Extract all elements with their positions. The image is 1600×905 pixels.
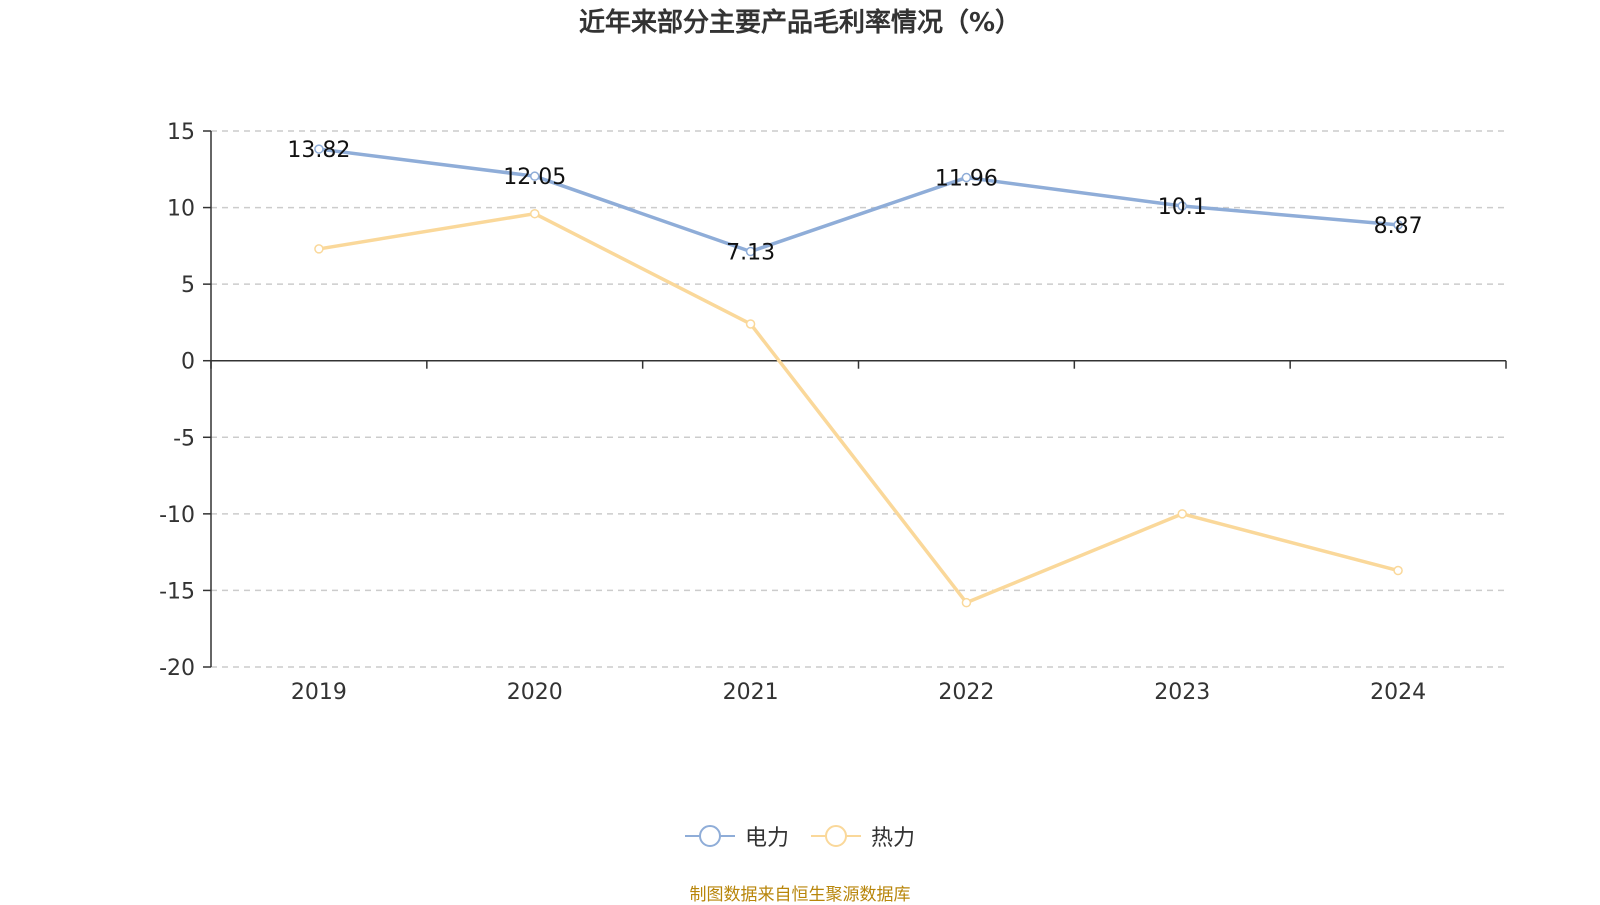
data-label-0-5: 8.87 [1374, 214, 1423, 239]
y-tick-label: 10 [167, 197, 195, 222]
source-note: 制图数据来自恒生聚源数据库 [689, 885, 911, 905]
x-tick-label: 2022 [938, 680, 994, 705]
legend-item-series-1[interactable]: 热力 [811, 820, 915, 852]
data-point-0-1 [530, 171, 540, 181]
x-tick-label: 2023 [1154, 680, 1210, 705]
legend: 电力 热力 [0, 820, 1600, 852]
x-tick-label: 2024 [1370, 680, 1426, 705]
y-tick-label: -20 [159, 656, 195, 681]
y-tick-label: 15 [167, 120, 195, 145]
legend-item-series-0[interactable]: 电力 [684, 820, 789, 852]
x-tick-label: 2020 [507, 680, 563, 705]
series-line-0 [318, 147, 1399, 254]
legend-label-series-1: 热力 [871, 826, 916, 851]
y-tick-label: 5 [181, 273, 195, 298]
grid-lines [211, 130, 1506, 668]
data-label-0-1: 12.05 [503, 165, 566, 190]
legend-marker-series-0 [684, 825, 735, 847]
data-point-1-2 [745, 319, 756, 329]
axes: 15 10 5 0 -5 -10 -15 -20 2019 2020 2021 2022 2023 202… [159, 120, 1507, 705]
data-point-0-2 [745, 246, 756, 257]
data-point-1-1 [530, 208, 540, 219]
data-labels: 13.82 12.05 7.13 11.96 10.1 8.87 [287, 138, 1422, 265]
y-tick-label: -10 [159, 503, 195, 528]
series-line-1 [318, 211, 1399, 605]
chart-title: 近年来部分主要产品毛利率情况（%） [578, 8, 1022, 38]
data-label-0-2: 7.13 [726, 241, 775, 266]
data-point-1-4 [1177, 509, 1187, 519]
legend-label-series-0: 电力 [744, 826, 789, 851]
series-lines [314, 144, 1403, 608]
y-tick-label: -15 [159, 579, 195, 604]
y-tick-label: 0 [181, 350, 195, 375]
data-label-0-3: 11.96 [935, 167, 998, 192]
x-tick-label: 2021 [723, 680, 779, 705]
data-label-0-0: 13.82 [287, 138, 350, 163]
data-point-0-5 [1393, 220, 1403, 230]
data-label-0-4: 10.1 [1158, 195, 1207, 220]
data-point-1-0 [314, 244, 324, 254]
data-point-1-3 [961, 597, 972, 608]
data-point-0-0 [314, 144, 324, 154]
legend-marker-series-1 [811, 825, 861, 847]
data-point-0-3 [961, 172, 972, 183]
x-tick-label: 2019 [291, 680, 347, 705]
data-point-0-4 [1177, 201, 1187, 211]
y-tick-label: -5 [173, 426, 195, 451]
data-point-1-5 [1393, 565, 1403, 576]
